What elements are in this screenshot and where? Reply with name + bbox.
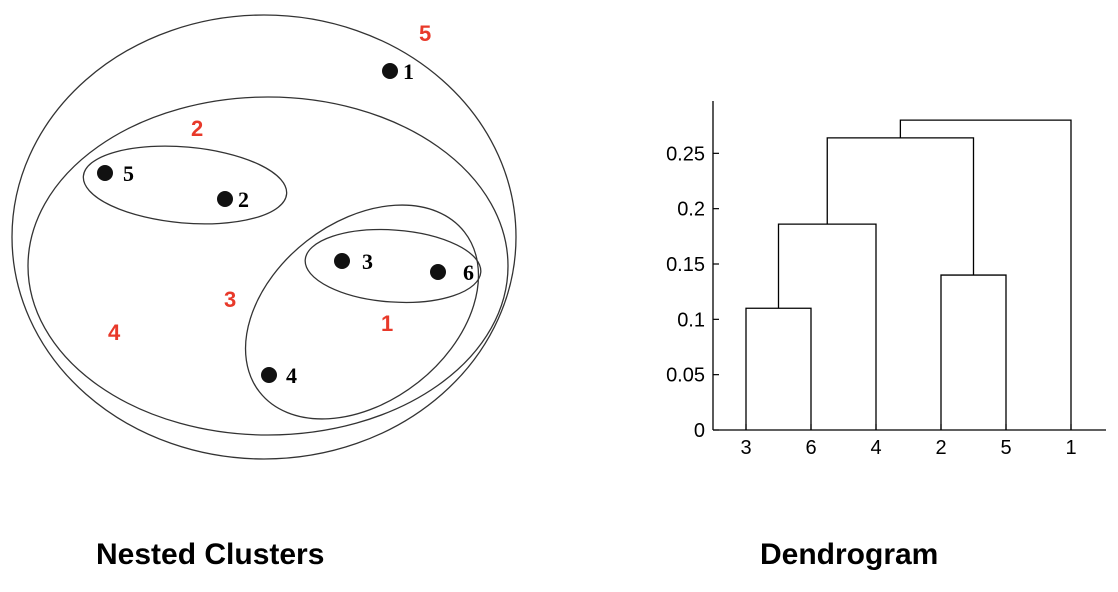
cluster-5-label: 5 [419,21,431,46]
nested-clusters-caption: Nested Clusters [96,538,325,571]
point-4-marker [261,367,277,383]
x-tick-label: 2 [935,437,946,459]
point-2-marker [217,191,233,207]
point-1-marker [382,63,398,79]
dendrogram-links [745,119,1072,430]
cluster-2-label: 2 [191,116,203,141]
point-3-marker [334,253,350,269]
x-tick-label: 6 [805,437,816,459]
point-6-marker [430,264,446,280]
y-tick-label: 0.05 [666,365,705,387]
dendrogram-link [777,223,877,430]
dendrogram-link [940,274,1007,430]
point-4-label: 4 [286,363,297,388]
cluster-5-outline [11,14,517,460]
point-6-label: 6 [463,260,474,285]
point-5-marker [97,165,113,181]
data-points [97,63,446,383]
cluster-1-label: 1 [381,311,393,336]
y-tick-label: 0.25 [666,143,705,165]
cluster-1-outline [304,228,482,304]
y-tick-label: 0.1 [677,309,705,331]
cluster-labels: 1 2 3 4 5 [108,21,431,345]
x-tick-label: 5 [1000,437,1011,459]
point-1-label: 1 [403,59,414,84]
cluster-4-outline [27,96,509,436]
cluster-3-label: 3 [224,287,236,312]
y-axis-ticks: 0 0.05 0.1 0.15 0.2 0.25 [666,143,719,442]
cluster-2-outline [82,145,288,225]
cluster-3-outline [244,204,480,420]
point-labels: 1 2 3 4 5 6 [123,59,474,388]
dendrogram-link [745,307,812,430]
y-tick-label: 0.15 [666,254,705,276]
dendrogram-link [899,119,1072,430]
point-5-label: 5 [123,161,134,186]
x-tick-label: 3 [740,437,751,459]
x-tick-label: 1 [1065,437,1076,459]
dendrogram-link [826,137,975,276]
point-3-label: 3 [362,249,373,274]
x-axis-ticks: 3 6 4 2 5 1 [740,424,1077,459]
y-tick-label: 0.2 [677,199,705,221]
point-2-label: 2 [238,187,249,212]
dendrogram-caption: Dendrogram [760,538,939,571]
y-tick-label: 0 [694,420,705,442]
x-tick-label: 4 [870,437,881,459]
dendrogram-chart: 0 0.05 0.1 0.15 0.2 0.25 3 6 4 2 5 1 [666,101,1106,459]
cluster-4-label: 4 [108,320,121,345]
nested-clusters-diagram [11,14,517,460]
